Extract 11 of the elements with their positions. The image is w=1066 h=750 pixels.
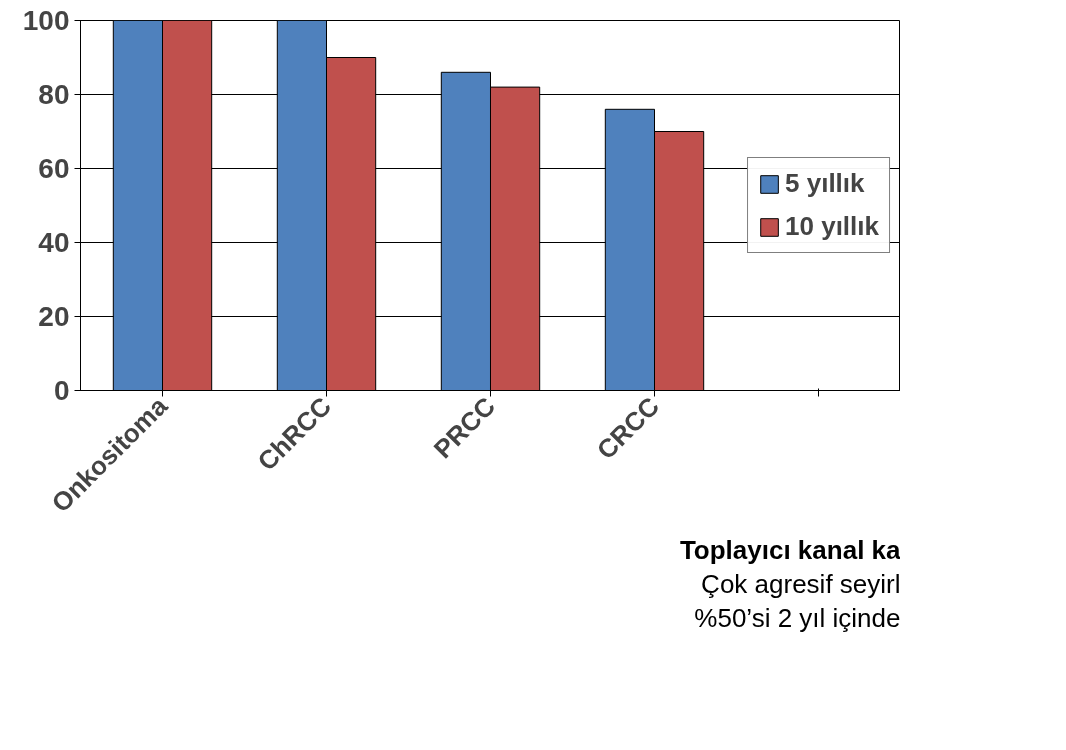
text: Çok agresif seyirl [701,568,901,599]
text: Toplayıcı kanal ka [679,534,902,565]
y-tick-label: 80 [38,79,70,110]
y-tick-label: 40 [38,227,70,258]
y-tick-label: 60 [38,153,70,184]
y-tick-label: 20 [38,301,70,332]
legend-label: 10 yıllık [785,211,879,242]
y-tick-label: 0 [53,375,70,406]
y-tick-label: 100 [22,5,70,36]
legend-label: 5 yıllık [785,168,865,199]
text: %50’si 2 yıl içinde [694,602,901,633]
